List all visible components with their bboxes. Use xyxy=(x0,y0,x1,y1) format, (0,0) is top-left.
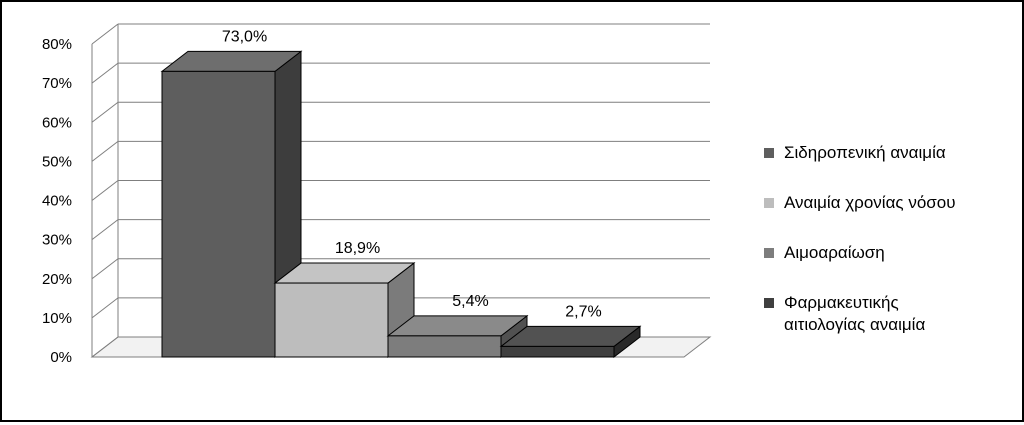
gridline-side xyxy=(91,258,119,280)
y-axis: 0% 10% 20% 30% 40% 50% 60% 70% 80% xyxy=(42,36,93,366)
y-tick-label: 0% xyxy=(50,349,72,366)
bar-front xyxy=(274,282,389,358)
legend-item: Αναιμία χρονίας νόσου xyxy=(764,192,1014,214)
y-tick-label: 20% xyxy=(42,271,72,288)
legend-label: Αιμοαραίωση xyxy=(784,243,885,262)
data-label: 18,9% xyxy=(335,240,380,257)
legend-item: Φαρμακευτικής αιτιολογίας αναιμία xyxy=(764,292,1014,336)
y-tick-label: 10% xyxy=(42,310,72,327)
legend: Σιδηροπενική αναιμία Αναιμία χρονίας νόσο… xyxy=(764,142,1014,364)
gridline-side xyxy=(91,297,119,319)
gridline-side xyxy=(91,219,119,241)
bar xyxy=(160,50,303,359)
gridline-side xyxy=(91,101,119,123)
data-labels: 73,0% 18,9% 5,4% 2,7% xyxy=(222,28,602,320)
legend-label: αιτιολογίας αναιμία xyxy=(784,315,926,334)
bar-chart: 0% 10% 20% 30% 40% 50% 60% 70% 80% 73,0% 18,9% 5,4… xyxy=(42,23,712,366)
data-label: 2,7% xyxy=(565,303,601,320)
y-tick-label: 60% xyxy=(42,114,72,131)
data-label: 5,4% xyxy=(452,293,488,310)
y-tick-label: 30% xyxy=(42,232,72,249)
bar-front xyxy=(387,335,502,358)
gridline-side xyxy=(91,23,119,45)
legend-item: Αιμοαραίωση xyxy=(764,242,1014,264)
bar-front xyxy=(500,345,615,358)
gridline-side xyxy=(91,336,119,358)
y-tick-label: 50% xyxy=(42,153,72,170)
gridline-side xyxy=(91,140,119,162)
gridline-side xyxy=(91,180,119,201)
legend-swatch xyxy=(764,298,774,308)
bar xyxy=(499,325,642,359)
legend-swatch xyxy=(764,148,774,158)
gridline-side xyxy=(91,62,119,84)
legend-label: Αναιμία χρονίας νόσου xyxy=(784,193,956,212)
legend-swatch xyxy=(764,248,774,258)
legend-item: Σιδηροπενική αναιμία xyxy=(764,142,1014,164)
legend-swatch xyxy=(764,198,774,208)
y-tick-label: 40% xyxy=(42,193,72,210)
y-tick-label: 70% xyxy=(42,75,72,92)
bar xyxy=(386,314,529,359)
bars xyxy=(160,50,642,359)
legend-label: Σιδηροπενική αναιμία xyxy=(784,143,946,162)
bar-front xyxy=(161,70,276,358)
data-label: 73,0% xyxy=(222,28,267,45)
y-tick-label: 80% xyxy=(42,36,72,53)
legend-label: Φαρμακευτικής xyxy=(784,293,899,312)
